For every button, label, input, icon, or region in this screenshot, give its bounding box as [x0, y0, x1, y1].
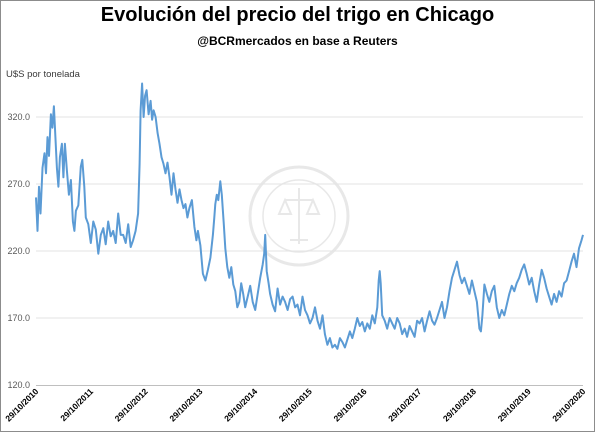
x-tick-label: 29/10/2015 — [277, 386, 314, 423]
y-tick-label: 320.0 — [7, 112, 30, 122]
x-tick-label: 29/10/2010 — [3, 386, 40, 423]
x-tick-label: 29/10/2017 — [386, 386, 423, 423]
x-tick-label: 29/10/2014 — [222, 386, 259, 423]
price-series-line — [35, 82, 584, 350]
x-tick-label: 29/10/2018 — [441, 386, 478, 423]
chart-subtitle: @BCRmercados en base a Reuters — [197, 34, 398, 48]
x-tick-label: 29/10/2020 — [550, 386, 587, 423]
y-tick-label: 120.0 — [7, 380, 30, 390]
x-tick-label: 29/10/2013 — [167, 386, 204, 423]
y-tick-label: 220.0 — [7, 246, 30, 256]
x-tick-label: 29/10/2016 — [331, 386, 368, 423]
x-tick-label: 29/10/2011 — [58, 386, 95, 423]
chart-title: Evolución del precio del trigo en Chicag… — [100, 4, 495, 26]
x-tick-label: 29/10/2012 — [113, 386, 150, 423]
y-axis-ticks: 120.0 170.0 220.0 270.0 320.0 — [7, 112, 30, 390]
watermark-seal — [248, 165, 350, 267]
gridlines — [36, 116, 583, 319]
x-tick-label: 29/10/2019 — [496, 386, 533, 423]
y-axis-label: U$S por tonelada — [6, 69, 80, 80]
y-tick-label: 170.0 — [7, 313, 30, 323]
y-tick-label: 270.0 — [7, 179, 30, 189]
x-axis-ticks: 29/10/2010 29/10/2011 29/10/2012 29/10/2013… — [3, 386, 587, 423]
